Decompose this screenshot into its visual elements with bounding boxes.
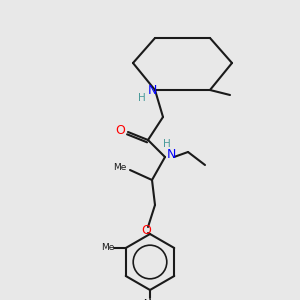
Text: Me: Me <box>113 164 127 172</box>
Text: N: N <box>166 148 176 161</box>
Text: O: O <box>115 124 125 136</box>
Text: H: H <box>138 93 146 103</box>
Text: O: O <box>141 224 151 238</box>
Text: H: H <box>163 139 171 149</box>
Text: Me: Me <box>101 244 114 253</box>
Text: Me: Me <box>143 299 157 300</box>
Text: N: N <box>147 83 157 97</box>
